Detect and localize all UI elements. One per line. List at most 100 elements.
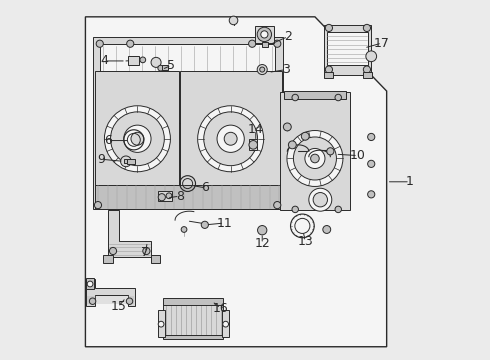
Circle shape	[201, 221, 208, 228]
Text: 9: 9	[97, 153, 105, 166]
Circle shape	[368, 134, 375, 140]
Circle shape	[368, 191, 375, 198]
FancyBboxPatch shape	[324, 25, 371, 75]
FancyBboxPatch shape	[158, 310, 165, 337]
Circle shape	[364, 66, 370, 73]
FancyBboxPatch shape	[324, 72, 333, 78]
Circle shape	[287, 131, 343, 186]
Text: 3: 3	[282, 63, 290, 76]
FancyBboxPatch shape	[151, 255, 160, 263]
Text: 13: 13	[297, 235, 313, 248]
Text: 6: 6	[104, 134, 112, 147]
Circle shape	[364, 24, 370, 32]
Circle shape	[166, 193, 172, 199]
Circle shape	[368, 160, 375, 167]
Circle shape	[158, 194, 166, 201]
Circle shape	[335, 94, 342, 101]
Circle shape	[111, 112, 164, 166]
Circle shape	[292, 94, 298, 101]
Circle shape	[274, 202, 281, 209]
FancyBboxPatch shape	[180, 71, 282, 207]
Circle shape	[197, 106, 264, 172]
Circle shape	[309, 188, 332, 211]
FancyBboxPatch shape	[87, 278, 95, 289]
Polygon shape	[85, 17, 387, 347]
Text: 4: 4	[100, 54, 108, 67]
Circle shape	[96, 40, 103, 47]
FancyBboxPatch shape	[163, 298, 223, 305]
FancyBboxPatch shape	[163, 335, 223, 338]
Circle shape	[140, 57, 146, 63]
Circle shape	[158, 65, 164, 71]
FancyBboxPatch shape	[95, 185, 282, 210]
FancyBboxPatch shape	[280, 92, 350, 211]
Polygon shape	[108, 211, 151, 257]
Circle shape	[283, 123, 291, 131]
Text: 17: 17	[374, 36, 390, 50]
FancyBboxPatch shape	[93, 37, 283, 209]
Circle shape	[181, 226, 187, 232]
Circle shape	[261, 31, 268, 38]
FancyBboxPatch shape	[95, 71, 179, 207]
FancyBboxPatch shape	[103, 255, 113, 263]
Circle shape	[335, 206, 342, 213]
Circle shape	[260, 67, 265, 72]
Text: 15: 15	[111, 300, 127, 313]
Circle shape	[104, 106, 171, 172]
Circle shape	[313, 193, 327, 207]
Circle shape	[204, 112, 258, 166]
Circle shape	[294, 137, 337, 180]
Circle shape	[311, 154, 319, 163]
Circle shape	[325, 66, 333, 73]
Circle shape	[121, 156, 131, 167]
FancyBboxPatch shape	[124, 159, 127, 163]
Circle shape	[249, 140, 258, 149]
FancyBboxPatch shape	[363, 72, 371, 78]
Text: 10: 10	[350, 149, 366, 162]
Text: 12: 12	[254, 237, 270, 250]
Circle shape	[158, 321, 164, 327]
FancyBboxPatch shape	[158, 191, 172, 201]
Text: 1: 1	[406, 175, 414, 188]
Text: 7: 7	[141, 246, 149, 259]
FancyBboxPatch shape	[327, 32, 368, 65]
FancyBboxPatch shape	[262, 42, 268, 47]
Circle shape	[124, 125, 151, 152]
Polygon shape	[87, 279, 135, 306]
FancyBboxPatch shape	[249, 139, 257, 149]
Circle shape	[325, 24, 333, 32]
Circle shape	[258, 226, 267, 235]
Circle shape	[327, 148, 334, 155]
Circle shape	[89, 298, 96, 305]
FancyBboxPatch shape	[163, 303, 223, 338]
Circle shape	[257, 64, 267, 75]
Text: 6: 6	[201, 181, 210, 194]
Circle shape	[109, 247, 117, 255]
FancyBboxPatch shape	[285, 91, 346, 99]
Circle shape	[131, 132, 144, 145]
Circle shape	[366, 51, 377, 62]
Circle shape	[217, 125, 245, 152]
Text: 16: 16	[213, 302, 228, 315]
Circle shape	[223, 321, 228, 327]
Text: 8: 8	[176, 190, 184, 203]
Circle shape	[292, 206, 298, 213]
Circle shape	[95, 202, 101, 209]
Circle shape	[126, 40, 134, 47]
Circle shape	[126, 298, 133, 305]
Circle shape	[257, 27, 271, 41]
Circle shape	[248, 40, 256, 47]
Circle shape	[305, 148, 325, 168]
FancyBboxPatch shape	[100, 44, 275, 123]
FancyBboxPatch shape	[162, 65, 168, 70]
Circle shape	[323, 226, 331, 233]
Circle shape	[151, 57, 161, 67]
Circle shape	[143, 247, 150, 255]
FancyBboxPatch shape	[255, 26, 274, 43]
Text: 14: 14	[248, 123, 264, 136]
Text: 11: 11	[216, 216, 232, 230]
Circle shape	[289, 141, 296, 149]
Circle shape	[87, 281, 93, 287]
Text: 5: 5	[168, 59, 175, 72]
Circle shape	[224, 132, 237, 145]
